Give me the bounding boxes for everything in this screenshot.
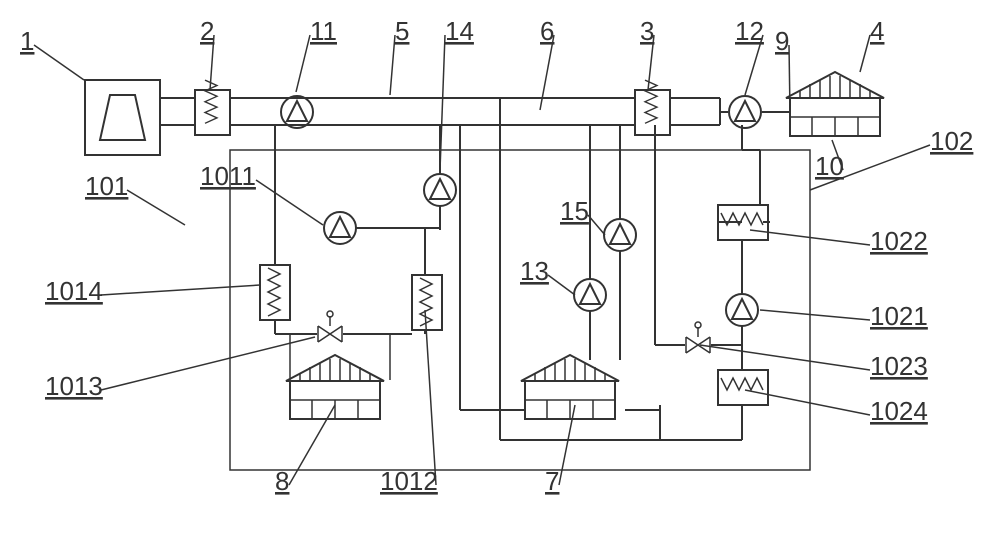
zigzag-1024 [718,370,768,405]
lower-border-box [230,150,810,470]
leader-11 [296,35,310,92]
label-1: 1 [20,26,34,56]
house-8-icon [286,355,384,419]
source-block [85,80,160,155]
label-2: 2 [200,16,214,46]
label-1014: 1014 [45,276,103,306]
pump-15-icon [604,219,636,251]
leader-7 [559,405,575,485]
label-1012: 1012 [380,466,438,496]
leader-1011 [256,180,323,225]
pump-1011-icon [324,212,356,244]
valve-1013-icon [318,311,342,342]
label-10: 10 [815,151,844,181]
label-1021: 1021 [870,301,928,331]
label-1022: 1022 [870,226,928,256]
leader-101 [127,190,185,225]
leader-13 [548,275,575,295]
leader-1013 [101,337,315,390]
label-5: 5 [395,16,409,46]
zigzag-1014 [260,265,290,320]
leader-9 [789,45,790,113]
label-15: 15 [560,196,589,226]
leader-1023 [700,345,870,370]
zigzag-3 [635,80,670,135]
leader-5 [390,35,395,95]
pump-11-icon [281,96,313,128]
leader-1 [34,45,84,80]
label-14: 14 [445,16,474,46]
label-101: 101 [85,171,128,201]
label-102: 102 [930,126,973,156]
zigzag-1012 [412,275,442,330]
pump-13-icon [574,279,606,311]
valve-1023-icon [686,322,710,353]
label-7: 7 [545,466,559,496]
house-7-icon [521,355,619,419]
label-1024: 1024 [870,396,928,426]
pump-14-icon [424,174,456,206]
zigzag-2 [195,80,230,135]
label-1011: 1011 [200,161,256,191]
leader-1014 [101,285,260,295]
leader-4 [860,35,870,72]
leader-1012 [425,310,436,485]
schematic-diagram: 1211514631294102101101115131014102210211… [0,0,1000,541]
label-8: 8 [275,466,289,496]
label-1013: 1013 [45,371,103,401]
label-4: 4 [870,16,884,46]
label-9: 9 [775,26,789,56]
leader-1024 [745,390,870,415]
label-3: 3 [640,16,654,46]
label-12: 12 [735,16,764,46]
pump-1021-icon [726,294,758,326]
label-11: 11 [310,16,337,46]
zigzag-1022 [718,205,768,240]
label-13: 13 [520,256,549,286]
pump-12-icon [729,96,761,128]
label-1023: 1023 [870,351,928,381]
house-4-icon [786,72,884,136]
leader-1021 [760,310,870,320]
